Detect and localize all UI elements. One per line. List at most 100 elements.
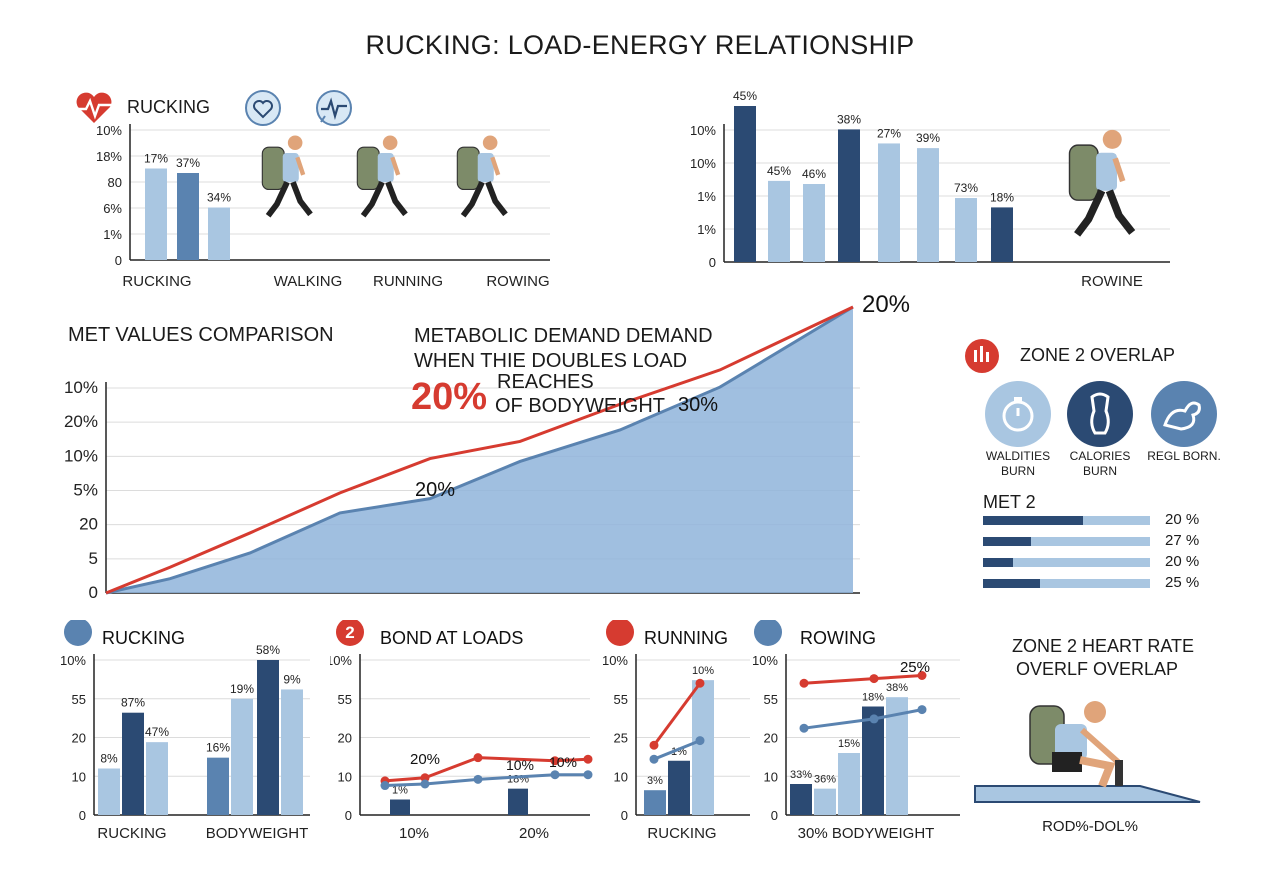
head — [482, 135, 498, 151]
bar-value-label: 58% — [256, 643, 280, 657]
hiker-figure — [356, 135, 408, 218]
bar — [122, 712, 144, 815]
met2-bar-fill — [983, 579, 1040, 588]
y-tick-label: 80 — [108, 175, 122, 190]
red-line — [105, 305, 854, 595]
blue-line-point — [917, 705, 927, 715]
x-category-label: ROWING — [486, 273, 549, 290]
y-tick-label: 1% — [103, 227, 122, 242]
bar-value-label: 19% — [230, 682, 254, 696]
pulse-chat-icon — [316, 90, 352, 126]
bar-value-label: 18% — [862, 692, 884, 704]
bar — [644, 790, 666, 815]
y-tick-label: 10% — [64, 446, 98, 465]
bar-value-label: 45% — [767, 164, 791, 178]
chart-top-left: 0 1% 6% 80 18% 10% RUCKING WALKING RUNNING ROWING… — [96, 123, 550, 290]
bar-value-label: 15% — [838, 738, 860, 750]
bar-value-label: 46% — [802, 167, 826, 181]
bar-value-label: 38% — [886, 682, 908, 694]
muscle-arm-icon — [1163, 401, 1201, 431]
x-category-label: 10% — [399, 825, 429, 842]
heart-pulse-icon — [76, 92, 112, 123]
blue-line — [653, 739, 701, 761]
leaf-icon — [64, 620, 92, 646]
bar — [734, 106, 756, 262]
point-label: 20% — [410, 751, 440, 768]
blue-line-point — [583, 770, 593, 780]
y-tick-label: 5% — [73, 481, 98, 500]
y-tick-label: 10 — [72, 769, 86, 784]
met2-bar — [983, 537, 1150, 546]
backpack — [261, 146, 285, 191]
y-tick-label: 10% — [690, 156, 716, 171]
y-tick-label: 10 — [614, 769, 628, 784]
y-tick-label: 1% — [697, 222, 716, 237]
leg-back — [360, 180, 385, 218]
bar — [790, 784, 812, 815]
zone2-item-1 — [985, 381, 1051, 447]
bar — [862, 706, 884, 815]
y-tick-label: 55 — [614, 692, 628, 707]
bar — [281, 689, 303, 815]
blue-area — [106, 307, 853, 593]
bar — [208, 207, 230, 260]
annotation-of-bodyweight: OF BODYWEIGHT — [495, 395, 665, 417]
y-tick-label: 0 — [709, 255, 716, 270]
zone2-item-2 — [1067, 381, 1133, 447]
bar-value-label: 47% — [145, 725, 169, 739]
blue-line-point — [420, 779, 430, 789]
y-tick-label: 25 — [614, 731, 628, 746]
annotation-line1: METABOLIC DEMAND DEMAND — [414, 325, 713, 347]
met-annotation: METABOLIC DEMAND DEMAND WHEN THIE DOUBLE… — [414, 324, 713, 374]
blue-line-point — [550, 770, 560, 780]
arm — [295, 156, 306, 176]
point-label: 20% — [415, 479, 455, 501]
red-line-point — [695, 678, 705, 688]
torso — [282, 152, 299, 183]
bar — [838, 129, 860, 262]
torso — [1096, 152, 1117, 191]
x-category-label: RUCKING — [97, 825, 166, 842]
y-tick-label: 55 — [764, 692, 778, 707]
arm — [390, 156, 401, 176]
blue-line-point — [695, 736, 705, 746]
bar — [955, 198, 977, 262]
bar — [692, 680, 714, 815]
y-tick-label: 10% — [752, 653, 778, 668]
bar — [207, 757, 229, 815]
bar-value-label: 37% — [176, 156, 200, 170]
bar-value-label: 18% — [990, 190, 1014, 204]
met2-bar-label: 25 % — [1165, 574, 1200, 591]
body-icon — [1090, 392, 1110, 435]
point-label: 25% — [900, 659, 930, 676]
y-tick-label: 20 — [79, 515, 98, 534]
x-category-label: RUNNING — [373, 273, 443, 290]
red-line-point — [583, 754, 593, 764]
x-category-label: RUCKING — [122, 273, 191, 290]
bar — [803, 184, 825, 262]
page-title: RUCKING: LOAD-ENERGY RELATIONSHIP — [365, 30, 915, 60]
leg-front — [290, 181, 313, 217]
arm — [1112, 157, 1126, 183]
met2-bar — [983, 579, 1150, 588]
met2-bar-label: 27 % — [1165, 532, 1200, 549]
y-tick-label: 20 — [72, 731, 86, 746]
chart-title: RUNNING — [644, 628, 728, 648]
hiker-figure — [456, 135, 508, 218]
y-tick-label: 55 — [72, 692, 86, 707]
head — [382, 135, 398, 151]
annotation-pct: 20% — [411, 376, 488, 418]
y-tick-label: 1% — [697, 189, 716, 204]
bar-value-label: 39% — [916, 131, 940, 145]
bar — [257, 660, 279, 815]
y-tick-label: 0 — [89, 583, 98, 602]
met2-bar — [983, 516, 1150, 525]
x-category-label: WALKING — [274, 273, 343, 290]
y-tick-label: 0 — [771, 808, 778, 823]
running-icon — [606, 620, 634, 646]
arm — [490, 156, 501, 176]
y-tick-label: 10% — [64, 378, 98, 397]
red-line-point — [550, 756, 560, 766]
met2-title: MET 2 — [983, 492, 1036, 512]
y-tick-label: 5 — [89, 549, 98, 568]
